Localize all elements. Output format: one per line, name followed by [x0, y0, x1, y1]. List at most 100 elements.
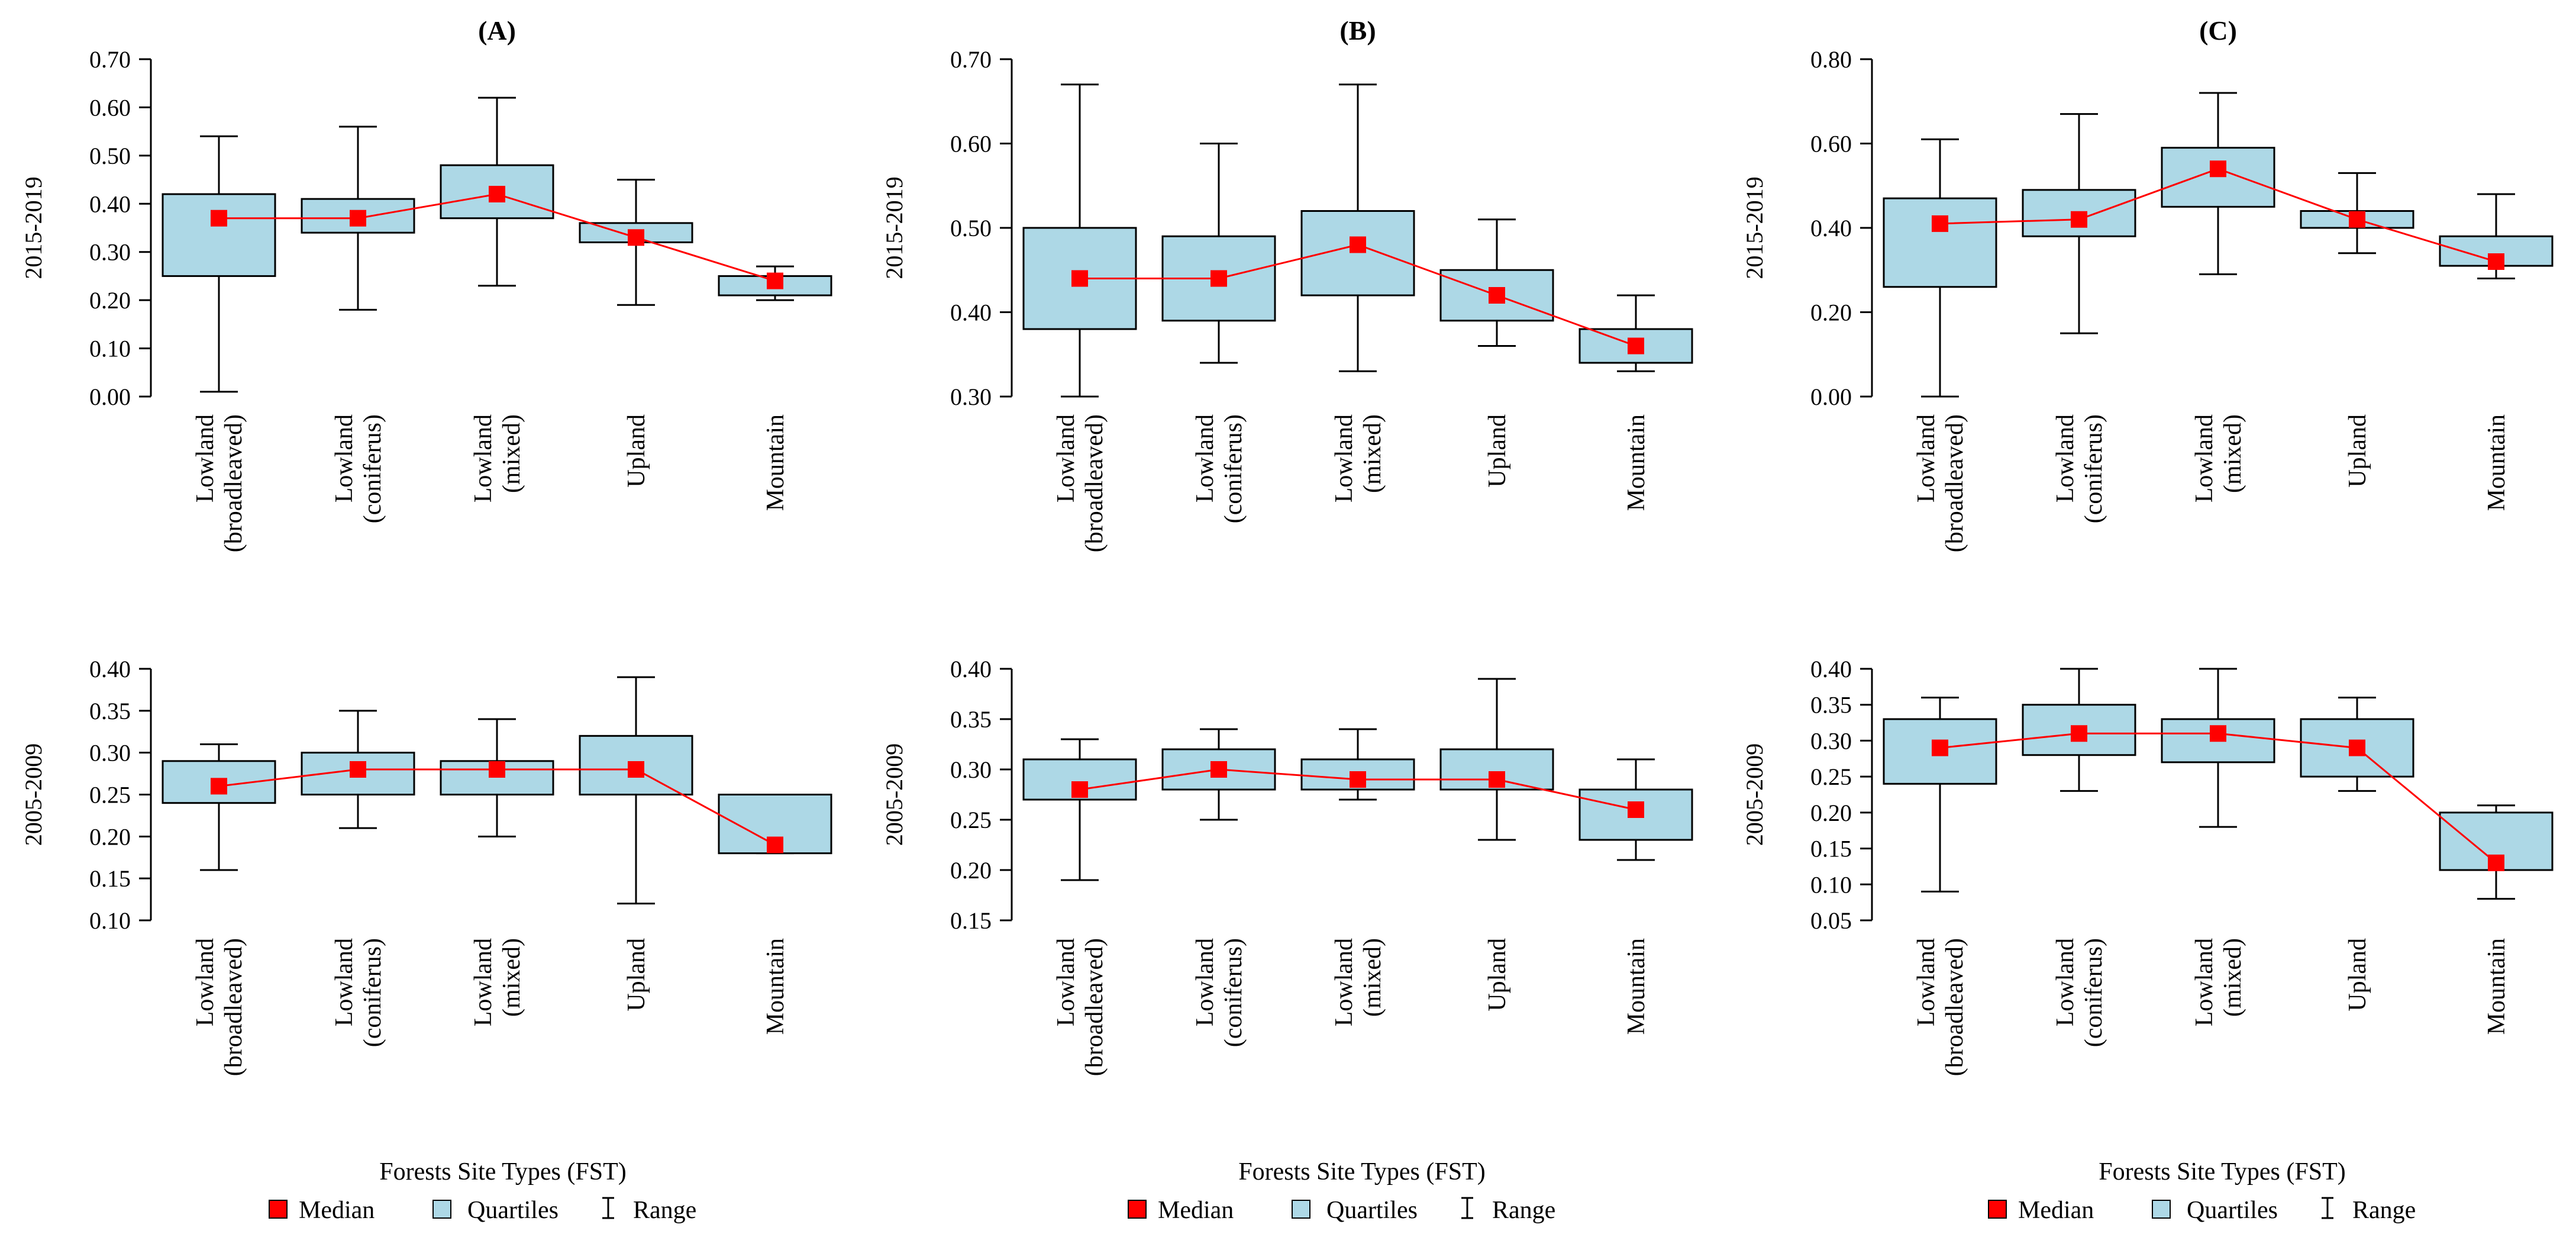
y-axis-title: 2005-2009 — [881, 743, 908, 846]
category-label-line: (broadleaved) — [220, 938, 247, 1076]
category-label: Lowland(mixed) — [1331, 938, 1386, 1026]
median-marker — [350, 761, 366, 778]
median-marker — [767, 272, 783, 289]
y-tick-label: 0.40 — [1810, 656, 1852, 682]
quartiles-legend-swatch — [432, 1200, 451, 1219]
category-label: Lowland(coniferus) — [331, 938, 386, 1047]
range-legend-label: Range — [1492, 1197, 1555, 1224]
median-legend-swatch — [269, 1200, 288, 1219]
y-tick-label: 0.60 — [1810, 131, 1852, 157]
category-label-line: (broadleaved) — [1941, 414, 1968, 552]
median-marker — [767, 836, 783, 853]
range-legend-label: Range — [2352, 1197, 2416, 1224]
median-marker — [1071, 781, 1088, 798]
category-label-line: Lowland — [2191, 938, 2218, 1026]
category-label-line: Mountain — [1623, 414, 1650, 511]
y-tick-label: 0.30 — [950, 384, 992, 410]
category-label: Mountain — [1623, 938, 1650, 1035]
y-tick-label: 0.10 — [1810, 871, 1852, 898]
box-2 — [1161, 143, 1276, 364]
quartile-box — [1300, 210, 1415, 297]
category-label: Mountain — [2483, 414, 2510, 511]
median-marker — [1350, 771, 1366, 788]
y-tick-label: 0.35 — [1810, 692, 1852, 719]
category-label-line: Lowland — [2052, 414, 2079, 502]
quartiles-legend-swatch — [2152, 1200, 2171, 1219]
y-tick-label: 0.30 — [950, 756, 992, 783]
quartiles-legend-label: Quartiles — [2187, 1197, 2278, 1224]
median-marker — [2210, 160, 2226, 178]
box-3 — [2161, 92, 2275, 275]
y-tick-label: 0.50 — [950, 215, 992, 241]
y-tick-label: 0.25 — [950, 807, 992, 833]
y-tick-label: 0.10 — [89, 907, 131, 934]
x-axis-title: Forests Site Types (FST) — [2099, 1158, 2345, 1186]
category-label: Mountain — [762, 938, 789, 1035]
category-label-line: (broadleaved) — [220, 414, 247, 552]
category-label-line: Mountain — [762, 938, 789, 1035]
median-legend-swatch — [1128, 1200, 1147, 1219]
category-label-line: (mixed) — [2219, 414, 2246, 493]
category-label: Lowland(broadleaved) — [192, 938, 247, 1076]
category-label-line: (coniferus) — [359, 414, 386, 523]
y-tick-label: 0.70 — [950, 46, 992, 73]
median-marker — [1350, 236, 1366, 253]
y-tick-label: 0.40 — [950, 656, 992, 682]
category-label: Lowland(mixed) — [2191, 938, 2246, 1026]
y-tick-label: 0.40 — [1810, 215, 1852, 241]
y-tick-label: 0.15 — [950, 907, 992, 934]
category-label-line: Upland — [2344, 938, 2371, 1011]
median-marker — [211, 210, 227, 227]
quartiles-legend-swatch — [1292, 1200, 1310, 1219]
category-label-line: Lowland — [1053, 414, 1080, 502]
quartiles-legend-label: Quartiles — [467, 1197, 559, 1224]
y-tick-label: 0.60 — [950, 131, 992, 157]
median-marker — [628, 229, 644, 246]
median-marker — [2488, 854, 2504, 871]
box-2 — [301, 125, 415, 311]
category-label: Lowland(mixed) — [2191, 414, 2246, 502]
category-label: Mountain — [2483, 938, 2510, 1035]
category-label-line: Lowland — [2191, 414, 2218, 502]
median-marker — [1628, 337, 1644, 355]
y-tick-label: 0.10 — [89, 336, 131, 362]
category-label: Mountain — [762, 414, 789, 511]
category-label-line: (mixed) — [1359, 938, 1386, 1017]
median-marker — [2071, 725, 2087, 742]
category-label: Lowland(broadleaved) — [1053, 414, 1108, 552]
median-marker — [2488, 253, 2504, 270]
panel-6: 0.05 0.10 0.15 0.20 0.25 0.30 0.35 0.40 2005-200… — [1741, 656, 2554, 1076]
category-label-line: (mixed) — [498, 414, 525, 493]
y-tick-label: 0.15 — [89, 865, 131, 892]
median-marker — [2071, 211, 2087, 228]
x-axis-title: Forests Site Types (FST) — [1238, 1158, 1485, 1186]
category-label-line: Upland — [1484, 938, 1511, 1011]
box-1 — [1883, 138, 1997, 398]
category-label-line: Mountain — [1623, 938, 1650, 1035]
box-3 — [440, 718, 554, 837]
category-label-line: (coniferus) — [2080, 414, 2107, 523]
category-label-line: (coniferus) — [2080, 938, 2107, 1047]
median-marker — [1489, 771, 1505, 788]
category-label-line: Upland — [623, 414, 650, 488]
category-label-line: (broadleaved) — [1081, 938, 1108, 1076]
box-1 — [1883, 697, 1997, 893]
category-label-line: Lowland — [1053, 938, 1080, 1026]
median-marker — [2210, 725, 2226, 742]
category-label: Upland — [1484, 414, 1511, 488]
category-label: Lowland(coniferus) — [1192, 414, 1247, 523]
median-marker — [1489, 287, 1505, 304]
panel-title: (B) — [1339, 15, 1376, 46]
legend-3: Forests Site Types (FST)Median Quartiles R… — [1988, 1158, 2416, 1224]
median-marker — [1932, 215, 1948, 232]
category-label-line: (coniferus) — [1220, 938, 1247, 1047]
y-tick-label: 0.60 — [89, 94, 131, 121]
median-marker — [1210, 270, 1227, 287]
median-marker — [1932, 739, 1948, 756]
panel-1: 0.00 0.10 0.20 0.30 0.40 0.50 0.60 0.70 2015-201… — [20, 15, 832, 552]
quartile-box — [1883, 197, 1997, 288]
y-tick-label: 0.20 — [950, 857, 992, 884]
box-1 — [162, 743, 276, 871]
category-label: Lowland(broadleaved) — [1913, 938, 1968, 1076]
